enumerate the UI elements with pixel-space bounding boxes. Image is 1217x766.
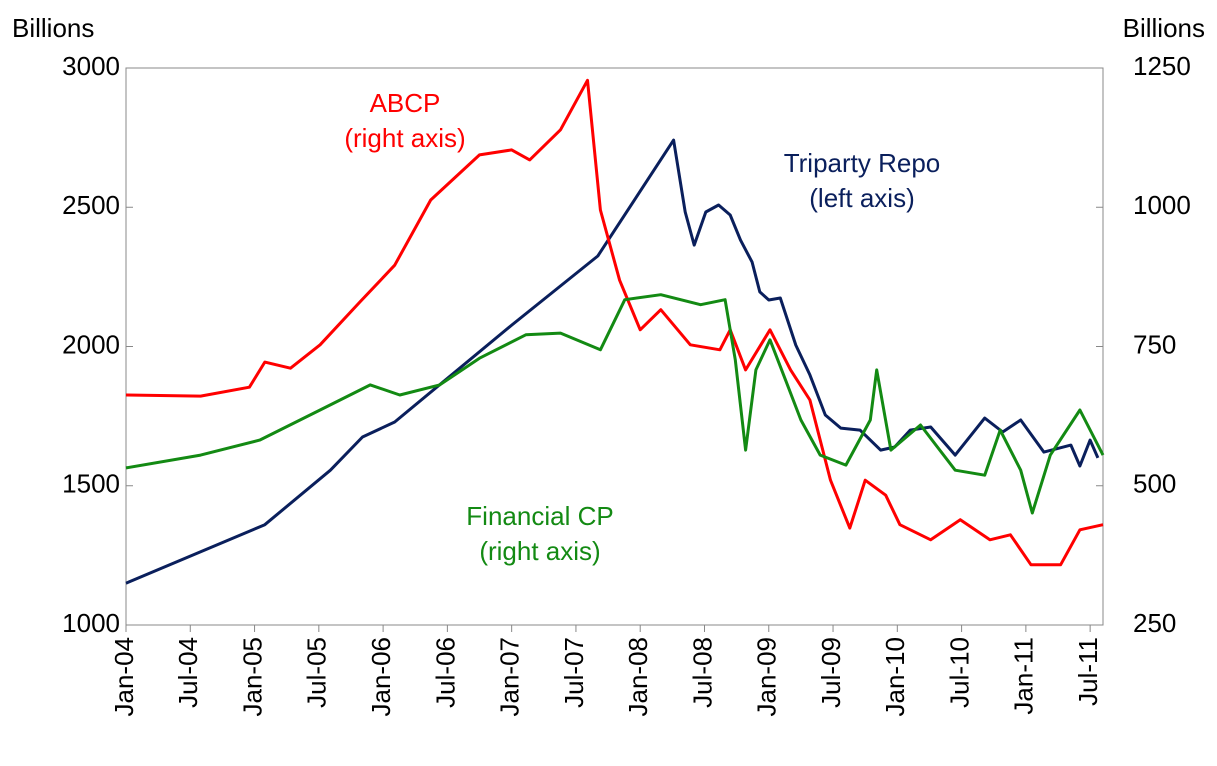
plot-frame — [125, 67, 1104, 626]
y-tick-label: 2000 — [62, 329, 120, 359]
series-line — [125, 138, 1100, 585]
annotation: ABCP — [370, 88, 441, 118]
x-tick-label: Jul-05 — [302, 637, 332, 708]
x-tick-label: Jan-05 — [237, 637, 267, 717]
annotation: (right axis) — [479, 536, 600, 566]
x-tick-label: Jan-11 — [1009, 637, 1039, 715]
x-tick-label: Jul-08 — [687, 637, 717, 708]
x-tick-label: Jan-10 — [880, 637, 910, 717]
annotation: Financial CP — [466, 501, 613, 531]
x-tick-label: Jul-04 — [173, 637, 203, 708]
y2-tick-label: 500 — [1133, 469, 1176, 499]
y2-tick-label: 1250 — [1133, 51, 1191, 81]
x-tick-label: Jul-09 — [816, 637, 846, 708]
y-axis-label: Billions — [12, 13, 94, 43]
x-tick-label: Jan-07 — [495, 637, 525, 717]
series-line — [125, 78, 1104, 567]
annotation: Triparty Repo — [784, 148, 941, 178]
x-tick-label: Jul-06 — [430, 637, 460, 708]
y-tick-label: 2500 — [62, 190, 120, 220]
y2-axis-label: Billions — [1123, 13, 1205, 43]
series-line — [125, 293, 1105, 515]
y2-tick-label: 250 — [1133, 608, 1176, 638]
y-tick-label: 3000 — [62, 51, 120, 81]
y-tick-label: 1500 — [62, 469, 120, 499]
x-tick-label: Jul-10 — [944, 637, 974, 708]
x-tick-label: Jan-06 — [366, 637, 396, 717]
x-tick-label: Jul-11 — [1073, 637, 1103, 706]
annotation: (right axis) — [344, 123, 465, 153]
y2-tick-label: 1000 — [1133, 190, 1191, 220]
x-tick-label: Jul-07 — [559, 637, 589, 708]
annotation: (left axis) — [809, 183, 914, 213]
y-tick-label: 1000 — [62, 608, 120, 638]
y2-tick-label: 750 — [1133, 329, 1176, 359]
x-tick-label: Jan-08 — [623, 637, 653, 717]
x-tick-label: Jan-09 — [752, 637, 782, 717]
x-tick-label: Jan-04 — [109, 637, 139, 717]
